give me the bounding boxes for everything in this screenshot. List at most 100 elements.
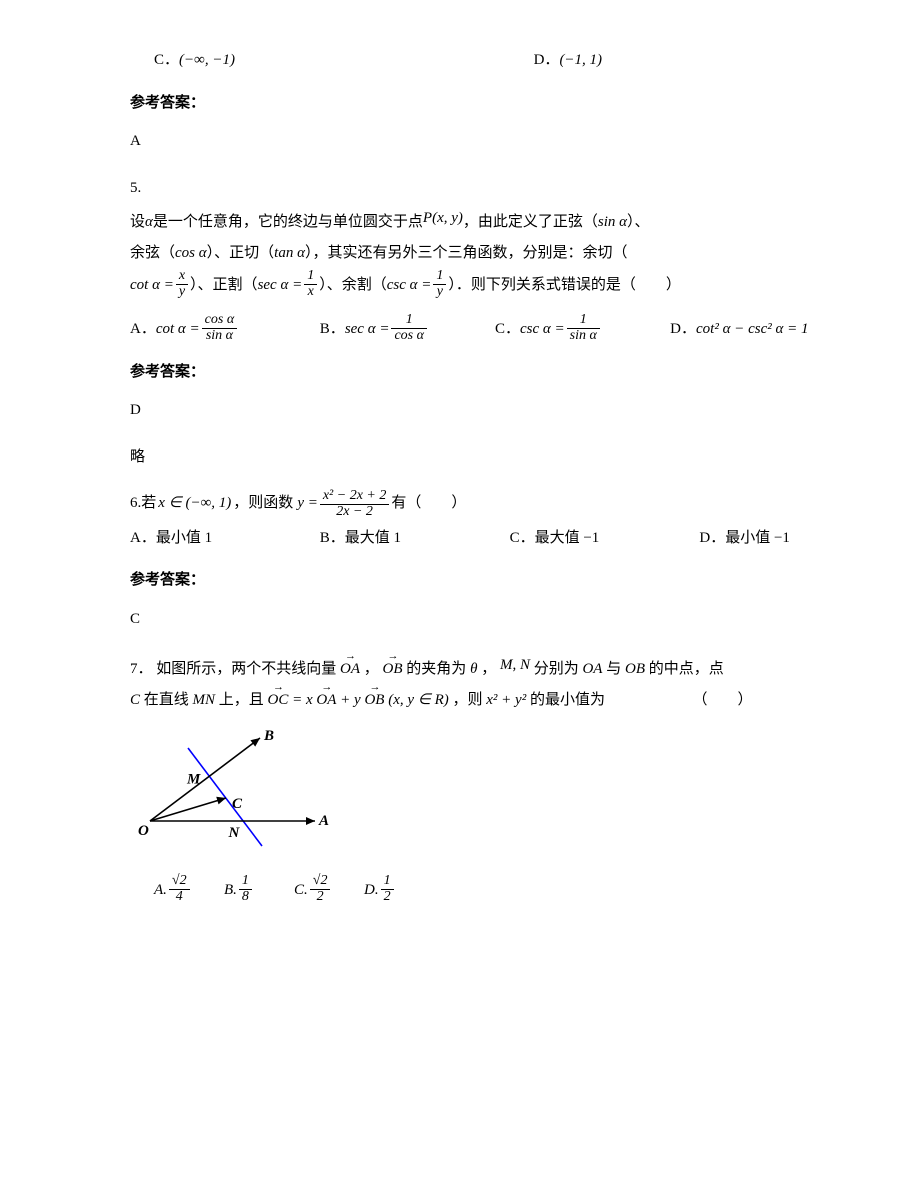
opt-label: A． — [130, 315, 156, 344]
qnum: 6. — [130, 489, 141, 518]
svg-text:A: A — [318, 813, 329, 829]
opt-b: B．最大值 1 — [320, 524, 510, 553]
qnum: 7． — [130, 661, 153, 677]
text: 余弦（ — [130, 245, 175, 261]
b-frac: 1cos α — [391, 313, 427, 343]
tan: tan α — [274, 245, 305, 261]
text: 的夹角为 — [406, 661, 466, 677]
opt-label: B． — [320, 315, 345, 344]
comma: ， — [364, 661, 379, 677]
answer-heading: 参考答案： — [130, 566, 860, 595]
point: P(x, y) — [423, 210, 463, 226]
q5: 5. 设α是一个任意角，它的终边与单位圆交于点P(x, y)，由此定义了正弦（s… — [130, 174, 860, 472]
cond: x ∈ (−∞, 1) — [158, 489, 231, 518]
theta: θ — [470, 661, 477, 677]
answer-value: A — [130, 127, 860, 156]
answer-value: D — [130, 396, 860, 425]
b-lhs: sec α = — [345, 315, 390, 344]
q7-line1: 7． 如图所示，两个不共线向量 OA ， OB 的夹角为 θ ， M, N 分别… — [130, 651, 860, 684]
q5-num: 5. — [130, 174, 860, 203]
vec-oa: OA — [340, 655, 360, 684]
opt-label: D. — [364, 876, 379, 905]
text: 在直线 — [144, 692, 189, 708]
text: ，则函数 — [233, 489, 293, 518]
omit: 略 — [130, 443, 860, 472]
paren: (x, y ∈ R) — [388, 692, 449, 708]
vec-oa3: OA — [316, 686, 336, 715]
q4-options-cd: C． (−∞, −1) D． (−1, 1) — [130, 46, 860, 75]
csc-lhs: csc α = — [387, 271, 432, 300]
text: 分别为 — [534, 661, 579, 677]
q6-stem: 6. 若 x ∈ (−∞, 1) ，则函数 y = x² − 2x + 22x … — [130, 489, 860, 518]
q6: 6. 若 x ∈ (−∞, 1) ，则函数 y = x² − 2x + 22x … — [130, 489, 860, 633]
text: ）、正割（ — [190, 271, 258, 300]
opt-label: D． — [670, 315, 696, 344]
sin: sin α — [598, 214, 627, 230]
text: ）、 — [627, 214, 650, 230]
sec-lhs: sec α = — [258, 271, 303, 300]
text: 设 — [130, 214, 145, 230]
cot-frac: xy — [176, 269, 188, 299]
a-lhs: cot α = — [156, 315, 200, 344]
text: 有（ ） — [391, 489, 466, 518]
opt-a: A．最小值 1 — [130, 524, 320, 553]
opt-label: D． — [534, 46, 560, 75]
text: ，由此定义了正弦（ — [463, 214, 598, 230]
opt-label: B. — [224, 876, 237, 905]
text: 的中点，点 — [649, 661, 724, 677]
c-lab: C — [130, 692, 140, 708]
opt-d: D．最小值 −1 — [699, 524, 790, 553]
q5-line1: 设α是一个任意角，它的终边与单位圆交于点P(x, y)，由此定义了正弦（sin … — [130, 204, 860, 237]
svg-text:C: C — [232, 796, 243, 812]
svg-text:N: N — [228, 825, 241, 841]
xy: x² + y² — [486, 692, 526, 708]
q7: 7． 如图所示，两个不共线向量 OA ， OB 的夹角为 θ ， M, N 分别… — [130, 651, 860, 904]
text: ）、正切（ — [207, 245, 275, 261]
svg-text:M: M — [186, 772, 201, 788]
a-frac: √24 — [169, 874, 190, 904]
q6-options: A．最小值 1 B．最大值 1 C．最大值 −1 D．最小值 −1 — [130, 524, 860, 553]
svg-text:O: O — [138, 823, 149, 839]
c-frac: 1sin α — [567, 313, 600, 343]
b-frac: 18 — [239, 874, 252, 904]
alpha: α — [145, 214, 153, 230]
text: ， — [481, 661, 496, 677]
opt-c: C．最大值 −1 — [510, 524, 700, 553]
vec-oc: OC — [268, 686, 289, 715]
opt-label: C． — [154, 46, 179, 75]
text: 与 — [606, 661, 621, 677]
mn: M, N — [500, 657, 530, 673]
opt-label: C. — [294, 876, 308, 905]
a-frac: cos αsin α — [202, 313, 238, 343]
oa2: OA — [582, 661, 602, 677]
svg-text:B: B — [263, 728, 274, 744]
text: 上，且 — [219, 692, 264, 708]
opt-expr: (−1, 1) — [559, 46, 602, 75]
cot-lhs: cot α = — [130, 271, 174, 300]
d-expr: cot² α − csc² α = 1 — [696, 315, 808, 344]
opt-label: A. — [154, 876, 167, 905]
text: ），其实还有另外三个三角函数，分别是：余切（ — [305, 245, 628, 261]
ob2: OB — [625, 661, 645, 677]
eq: = x — [292, 692, 313, 708]
c-frac: √22 — [310, 874, 331, 904]
text: 若 — [141, 489, 156, 518]
y-frac: x² − 2x + 22x − 2 — [320, 489, 390, 519]
answer-value: C — [130, 605, 860, 634]
c-lhs: csc α = — [520, 315, 565, 344]
cos: cos α — [175, 245, 207, 261]
q7-line2: C 在直线 MN 上，且 OC = x OA + y OB (x, y ∈ R)… — [130, 686, 860, 715]
q5-line2: 余弦（cos α）、正切（tan α），其实还有另外三个三角函数，分别是：余切（ — [130, 239, 860, 268]
q5-options: A． cot α = cos αsin α B． sec α = 1cos α … — [130, 313, 860, 343]
d-frac: 12 — [381, 874, 394, 904]
sec-frac: 1x — [304, 269, 317, 299]
csc-frac: 1y — [433, 269, 446, 299]
answer-heading: 参考答案： — [130, 358, 860, 387]
q7-diagram: O A B M NC — [130, 726, 340, 856]
blank: （ ） — [692, 692, 752, 708]
opt-label: C． — [495, 315, 520, 344]
text: 的最小值为 — [530, 692, 605, 708]
answer-heading: 参考答案： — [130, 89, 860, 118]
text: 是一个任意角，它的终边与单位圆交于点 — [153, 214, 423, 230]
q5-line3: cot α = xy ）、正割（ sec α = 1x ）、余割（ csc α … — [130, 269, 860, 299]
